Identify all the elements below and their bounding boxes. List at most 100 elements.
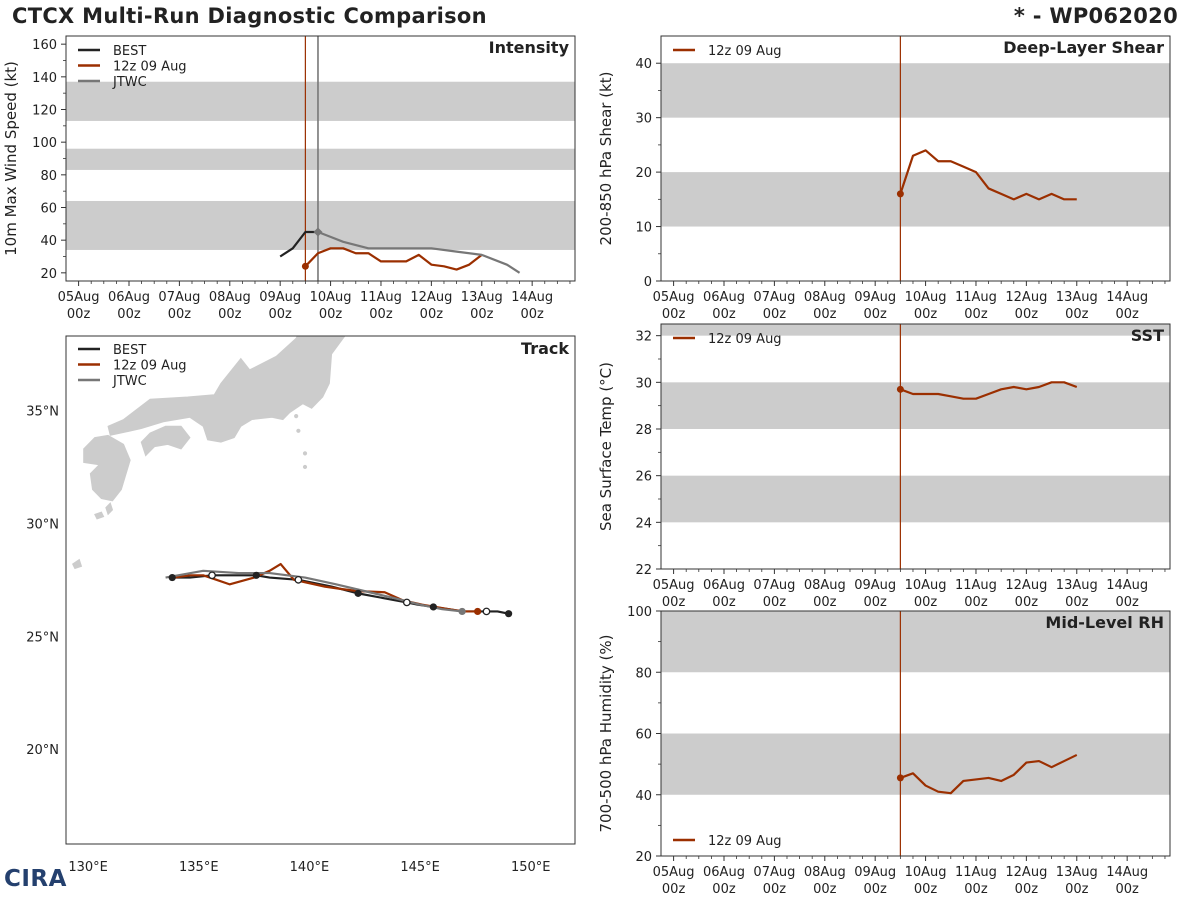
track-frame bbox=[65, 335, 576, 845]
shear-series-line bbox=[899, 149, 1077, 201]
shear-band bbox=[661, 172, 1170, 227]
sst-band bbox=[661, 475, 1170, 523]
intensity-ytick-label: 160 bbox=[32, 38, 57, 53]
shear-xtick-label: 13Aug bbox=[1056, 290, 1098, 305]
shear-xtick-label: 00z bbox=[712, 307, 736, 322]
land-polygon bbox=[83, 434, 131, 502]
intensity-xtick-label: 08Aug bbox=[209, 290, 251, 305]
panel-sst: 05Aug 00z 06Aug 00z 07Aug 00z 08Aug 00z 09Aug 00z… bbox=[597, 323, 1171, 610]
island bbox=[294, 414, 299, 419]
intensity-legend-label: 12z 09 Aug bbox=[113, 60, 187, 75]
track-line-jtwc bbox=[165, 569, 463, 613]
sst-ytick-label: 30 bbox=[635, 376, 652, 391]
track-point bbox=[429, 603, 437, 611]
rh-title: Mid-Level RH bbox=[1045, 613, 1164, 632]
shear-xtick-label: 00z bbox=[813, 307, 837, 322]
intensity-ytick-label: 140 bbox=[32, 71, 57, 86]
track-legend-label: BEST bbox=[113, 343, 146, 358]
rh-xtick-label: 09Aug bbox=[854, 865, 896, 880]
rh-xtick-label: 05Aug bbox=[653, 865, 695, 880]
rh-xtick-label: 12Aug bbox=[1005, 865, 1047, 880]
figure-title: CTCX Multi-Run Diagnostic Comparison bbox=[12, 4, 487, 28]
shear-xtick-label: 00z bbox=[863, 307, 887, 322]
rh-xtick-label: 00z bbox=[1115, 882, 1139, 897]
panel-track: 130°E 135°E 140°E 145°E 150°E 20°N 25°N 30°N 35°… bbox=[26, 335, 576, 875]
track-xtick-label: 145°E bbox=[400, 860, 440, 875]
intensity-xtick-label: 14Aug bbox=[511, 290, 553, 305]
sst-xtick-label: 13Aug bbox=[1056, 578, 1098, 593]
intensity-init-point bbox=[301, 262, 309, 270]
land-polygon bbox=[71, 558, 83, 570]
sst-legend-label: 12z 09 Aug bbox=[708, 332, 782, 347]
sst-ylabel: Sea Surface Temp (°C) bbox=[597, 362, 615, 531]
sst-xtick-label: 00z bbox=[914, 595, 938, 610]
track-point-hollow bbox=[482, 607, 491, 616]
sst-xtick-label: 00z bbox=[712, 595, 736, 610]
intensity-xtick-label: 00z bbox=[168, 307, 192, 322]
track-ytick-label: 30°N bbox=[26, 517, 59, 532]
track-point-hollow bbox=[294, 575, 303, 584]
shear-xtick-label: 09Aug bbox=[854, 290, 896, 305]
sst-xtick-label: 12Aug bbox=[1005, 578, 1047, 593]
rh-xtick-label: 00z bbox=[1065, 882, 1089, 897]
panel-shear: 05Aug 00z 06Aug 00z 07Aug 00z 08Aug 00z 09Aug 00z… bbox=[597, 35, 1171, 322]
shear-title: Deep-Layer Shear bbox=[1003, 38, 1164, 57]
shear-xtick-label: 00z bbox=[1115, 307, 1139, 322]
land-polygon bbox=[107, 336, 346, 443]
intensity-xtick-label: 05Aug bbox=[58, 290, 100, 305]
intensity-xtick-label: 00z bbox=[470, 307, 494, 322]
intensity-xtick-label: 00z bbox=[420, 307, 444, 322]
rh-xtick-label: 13Aug bbox=[1056, 865, 1098, 880]
shear-ytick-label: 0 bbox=[644, 275, 652, 290]
island bbox=[302, 451, 308, 456]
cira-logo: CIRA bbox=[4, 866, 67, 892]
rh-xtick-label: 14Aug bbox=[1106, 865, 1148, 880]
sst-xtick-label: 00z bbox=[1115, 595, 1139, 610]
track-xtick-label: 140°E bbox=[290, 860, 330, 875]
intensity-xtick-label: 00z bbox=[520, 307, 544, 322]
track-point bbox=[458, 607, 466, 616]
intensity-xtick-label: 00z bbox=[268, 307, 292, 322]
shear-xtick-label: 00z bbox=[1065, 307, 1089, 322]
rh-xtick-label: 00z bbox=[1015, 882, 1039, 897]
sst-series-line bbox=[899, 381, 1078, 400]
intensity-ytick-label: 60 bbox=[40, 202, 57, 217]
intensity-xtick-label: 00z bbox=[319, 307, 343, 322]
intensity-xtick-label: 10Aug bbox=[310, 290, 352, 305]
rh-legend-label: 12z 09 Aug bbox=[708, 834, 782, 849]
track-ytick-label: 35°N bbox=[26, 405, 59, 420]
sst-title: SST bbox=[1131, 326, 1164, 345]
rh-xtick-label: 11Aug bbox=[955, 865, 997, 880]
intensity-legend-label: JTWC bbox=[112, 75, 147, 90]
intensity-xtick-label: 12Aug bbox=[410, 290, 452, 305]
intensity-title: Intensity bbox=[489, 38, 570, 57]
shear-xtick-label: 05Aug bbox=[653, 290, 695, 305]
intensity-xtick-label: 00z bbox=[117, 307, 141, 322]
shear-init-point bbox=[896, 190, 904, 198]
shear-ylabel: 200-850 hPa Shear (kt) bbox=[597, 72, 615, 246]
rh-band bbox=[661, 611, 1170, 673]
rh-ytick-label: 60 bbox=[635, 728, 652, 743]
track-point bbox=[354, 589, 362, 597]
rh-xtick-label: 00z bbox=[863, 882, 887, 897]
sst-xtick-label: 05Aug bbox=[653, 578, 695, 593]
land-polygon bbox=[94, 511, 105, 520]
intensity-xtick-label: 00z bbox=[218, 307, 242, 322]
rh-xtick-label: 06Aug bbox=[703, 865, 745, 880]
intensity-xtick-label: 11Aug bbox=[360, 290, 402, 305]
sst-xtick-label: 06Aug bbox=[703, 578, 745, 593]
intensity-xtick-label: 06Aug bbox=[108, 290, 150, 305]
rh-xtick-label: 00z bbox=[662, 882, 686, 897]
rh-ytick-label: 40 bbox=[635, 789, 652, 804]
shear-xtick-label: 08Aug bbox=[804, 290, 846, 305]
track-title: Track bbox=[521, 339, 569, 358]
sst-band bbox=[661, 382, 1170, 429]
shear-xtick-label: 14Aug bbox=[1106, 290, 1148, 305]
shear-ytick-label: 20 bbox=[635, 166, 652, 181]
shear-xtick-label: 00z bbox=[763, 307, 787, 322]
shear-xtick-label: 11Aug bbox=[955, 290, 997, 305]
intensity-xtick-label: 13Aug bbox=[461, 290, 503, 305]
rh-xtick-label: 10Aug bbox=[905, 865, 947, 880]
shear-xtick-label: 00z bbox=[1015, 307, 1039, 322]
